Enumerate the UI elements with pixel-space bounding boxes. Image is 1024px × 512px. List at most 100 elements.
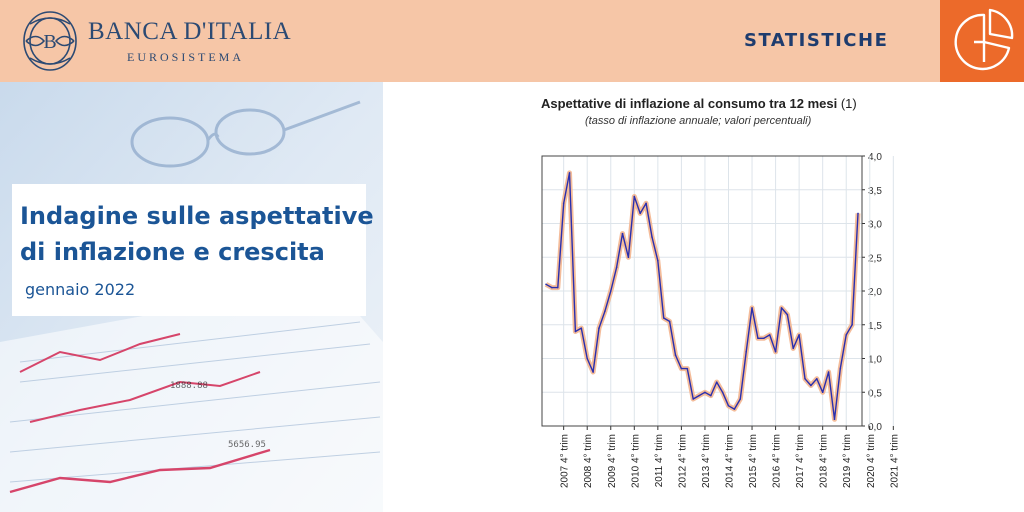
data-point <box>568 172 571 174</box>
y-tick-label: 4,0 <box>868 152 882 163</box>
data-point <box>615 266 618 269</box>
bank-emblem-icon: B <box>23 11 77 71</box>
data-point <box>621 232 624 235</box>
data-point <box>657 259 659 262</box>
y-tick-label: 0,0 <box>868 422 882 433</box>
data-point <box>833 418 836 421</box>
data-point <box>609 290 612 292</box>
data-point <box>592 371 594 373</box>
data-point <box>715 381 718 383</box>
data-point <box>710 394 712 397</box>
y-tick-label: 0,5 <box>868 388 882 399</box>
data-point <box>556 286 559 289</box>
data-point <box>739 398 742 400</box>
data-point <box>757 337 759 340</box>
x-tick-label: 2014 4° trim <box>724 434 735 488</box>
x-tick-label: 2007 4° trim <box>560 434 571 488</box>
y-tick-label: 2,0 <box>868 287 882 298</box>
data-point <box>774 350 777 353</box>
x-tick-label: 2018 4° trim <box>819 434 830 488</box>
x-tick-label: 2012 4° trim <box>677 434 688 488</box>
x-tick-label: 2019 4° trim <box>842 434 853 488</box>
y-tick-label: 3,5 <box>868 186 882 197</box>
data-point <box>780 307 783 309</box>
chart-title: Aspettative di inflazione al consumo tra… <box>541 96 857 111</box>
data-point <box>727 404 730 407</box>
y-tick-label: 1,0 <box>868 355 882 366</box>
data-point <box>827 371 830 373</box>
x-tick-label: 2008 4° trim <box>583 434 594 488</box>
data-point <box>586 357 589 360</box>
data-point <box>680 367 683 370</box>
chart-title-text: Aspettative di inflazione al consumo tra… <box>541 96 838 111</box>
data-point <box>580 327 583 329</box>
report-date: gennaio 2022 <box>25 280 136 299</box>
svg-text:B: B <box>43 31 56 53</box>
data-point <box>798 334 800 336</box>
y-tick-label: 3,0 <box>868 220 882 231</box>
series-band <box>544 170 861 422</box>
x-tick-label: 2011 4° trim <box>654 434 665 487</box>
chart-title-note: (1) <box>840 96 857 111</box>
svg-text:1888.88: 1888.88 <box>170 381 208 391</box>
svg-text:5656.95: 5656.95 <box>228 440 266 450</box>
data-point <box>851 323 853 326</box>
data-point <box>733 408 736 410</box>
data-point <box>598 327 600 329</box>
data-point <box>792 347 795 350</box>
data-point <box>674 354 677 356</box>
section-label[interactable]: STATISTICHE <box>744 30 889 51</box>
data-point <box>704 391 706 394</box>
y-tick-label: 2,5 <box>868 253 882 264</box>
header-bar: B BANCA D'ITALIA EUROSISTEMA STATISTICHE <box>0 0 1024 82</box>
brand-name: BANCA D'ITALIA <box>88 18 292 45</box>
data-point <box>604 310 606 313</box>
data-point <box>562 202 565 205</box>
data-point <box>745 350 747 353</box>
data-point <box>545 283 547 286</box>
x-tick-label: 2015 4° trim <box>748 434 759 488</box>
data-point <box>857 212 859 215</box>
x-tick-label: 2016 4° trim <box>772 434 783 488</box>
x-tick-label: 2020 4° trim <box>866 434 877 488</box>
plot-frame <box>541 155 863 427</box>
series-line <box>545 172 859 420</box>
y-tick-label: 1,5 <box>868 321 882 332</box>
data-point <box>804 377 806 380</box>
chart-subtitle: (tasso di inflazione annuale; valori per… <box>585 115 812 127</box>
data-point <box>639 212 641 215</box>
data-point <box>645 202 647 205</box>
data-point <box>627 256 630 259</box>
data-point <box>751 307 753 309</box>
data-point <box>810 384 812 387</box>
data-point <box>633 195 636 198</box>
x-tick-label: 2017 4° trim <box>795 434 806 488</box>
x-tick-label: 2021 4° trim <box>889 434 900 488</box>
data-point <box>692 398 694 400</box>
brand-subtitle: EUROSISTEMA <box>127 50 245 64</box>
pie-chart-icon <box>954 8 1014 71</box>
data-point <box>686 367 689 370</box>
data-point <box>551 286 553 289</box>
report-title-line2: di inflazione e crescita <box>20 238 325 266</box>
data-point <box>786 313 789 316</box>
section-icon-tile[interactable] <box>940 0 1024 82</box>
data-point <box>821 391 824 394</box>
inflation-line-chart: 0,0 0,5 1,0 1,5 2,0 2,5 3,0 3,5 4,0 2007 4° trim 2… <box>541 152 900 488</box>
data-point <box>698 394 700 397</box>
data-point <box>815 377 818 380</box>
data-point <box>768 334 771 336</box>
x-tick-label: 2013 4° trim <box>701 434 712 488</box>
data-point <box>651 236 653 238</box>
data-point <box>845 334 848 336</box>
data-point <box>662 317 665 319</box>
x-tick-label: 2010 4° trim <box>630 434 641 488</box>
data-point <box>839 367 842 370</box>
data-point <box>721 391 724 394</box>
data-point <box>668 320 671 323</box>
x-tick-label: 2009 4° trim <box>607 434 618 488</box>
report-title-line1: Indagine sulle aspettative <box>20 202 374 230</box>
report-title-card: Indagine sulle aspettative di inflazione… <box>12 184 374 316</box>
data-point <box>763 337 765 340</box>
data-point <box>574 330 577 333</box>
